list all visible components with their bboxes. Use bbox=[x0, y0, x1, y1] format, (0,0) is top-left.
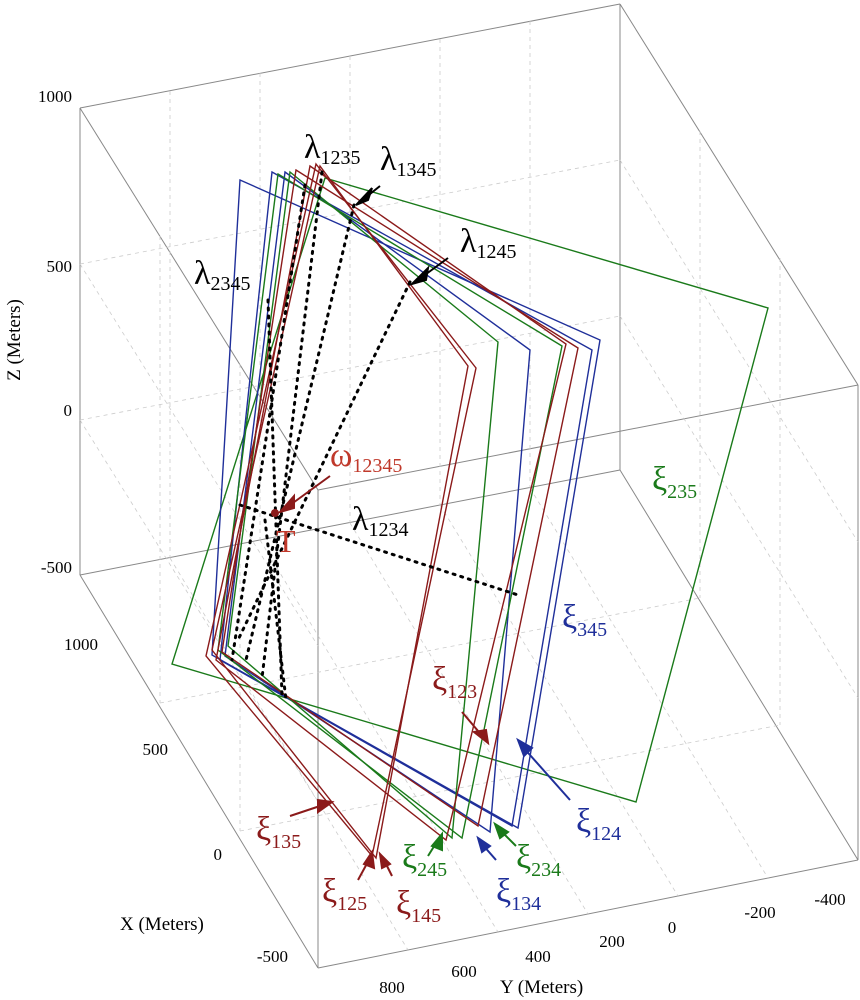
x-tick-labels: 1000 500 0 -500 bbox=[64, 635, 288, 966]
plane-xi-134 bbox=[224, 170, 531, 834]
arrow-head bbox=[408, 265, 430, 287]
grid-line bbox=[79, 419, 319, 803]
x-tick: 500 bbox=[143, 740, 169, 759]
grid-line bbox=[349, 522, 589, 915]
z-axis-label: Z (Meters) bbox=[4, 299, 25, 381]
arrow-head bbox=[430, 831, 443, 852]
line-lambda-1245 bbox=[236, 280, 412, 642]
grid-line bbox=[79, 263, 319, 647]
y-axis-label: Y (Meters) bbox=[500, 977, 583, 998]
grid-lines bbox=[79, 21, 859, 951]
label-xi-245: ξ245 bbox=[402, 839, 447, 881]
arrow-head bbox=[516, 737, 534, 758]
x-tick: -500 bbox=[257, 947, 288, 966]
box-edge bbox=[619, 3, 859, 386]
label-xi-124: ξ124 bbox=[576, 803, 621, 845]
z-tick: 500 bbox=[47, 257, 73, 276]
label-point-t: T bbox=[276, 523, 296, 559]
y-tick: 0 bbox=[668, 918, 677, 937]
grid-line bbox=[159, 597, 701, 704]
plane-xi-145 bbox=[215, 164, 567, 842]
plane-xi-123 bbox=[221, 168, 579, 828]
label-xi-134: ξ134 bbox=[496, 873, 541, 915]
arrow-head bbox=[355, 187, 373, 206]
label-xi-234: ξ234 bbox=[516, 839, 561, 881]
grid-line bbox=[239, 724, 781, 832]
line-lambda-1235 bbox=[260, 170, 324, 680]
bounding-box bbox=[79, 3, 859, 969]
box-edge bbox=[79, 574, 319, 969]
z-tick: -500 bbox=[41, 558, 72, 577]
z-tick-labels: 1000 500 0 -500 bbox=[38, 87, 72, 577]
z-tick: 0 bbox=[64, 401, 73, 420]
arrow-head bbox=[476, 835, 492, 854]
line-lambda-1234 bbox=[238, 503, 520, 597]
grid-line bbox=[259, 539, 499, 933]
label-xi-145: ξ145 bbox=[396, 885, 441, 927]
y-tick: 600 bbox=[451, 962, 477, 981]
line-lambda-2345 bbox=[266, 298, 284, 697]
label-xi-235: ξ235 bbox=[652, 461, 697, 503]
label-xi-125: ξ125 bbox=[322, 873, 367, 915]
line-misc-a bbox=[230, 183, 307, 662]
box-edge bbox=[619, 469, 859, 861]
y-tick: 400 bbox=[525, 947, 551, 966]
line-lambda-1345 bbox=[244, 203, 356, 662]
annotation-arrows bbox=[277, 185, 571, 881]
label-lambda-1235: λ1235 bbox=[304, 129, 361, 169]
plane-xi-245 bbox=[217, 172, 563, 840]
box-edge bbox=[317, 384, 859, 491]
label-lambda-1345: λ1345 bbox=[380, 141, 437, 181]
point-t-marker bbox=[271, 509, 279, 517]
box-edge bbox=[79, 107, 319, 491]
arrow-head bbox=[362, 849, 376, 870]
label-omega-12345: ω12345 bbox=[330, 437, 402, 477]
arrow-head bbox=[471, 728, 490, 746]
grid-line bbox=[619, 159, 859, 543]
planes bbox=[171, 162, 769, 860]
y-tick-labels: 800 600 400 200 0 -200 -400 bbox=[379, 890, 845, 997]
line-misc-b bbox=[263, 518, 288, 702]
y-tick: -200 bbox=[744, 903, 775, 922]
arrow-head bbox=[493, 821, 510, 840]
arrow-head bbox=[277, 493, 295, 514]
x-axis-label: X (Meters) bbox=[120, 914, 204, 935]
arrow-head bbox=[378, 851, 392, 870]
intersection-lines bbox=[230, 170, 520, 702]
grid-line bbox=[619, 315, 859, 699]
label-lambda-2345: λ2345 bbox=[194, 255, 251, 295]
arrow-xi-124 bbox=[521, 745, 571, 801]
plane-xi-345 bbox=[211, 178, 601, 830]
x-tick: 0 bbox=[214, 845, 223, 864]
y-tick: 200 bbox=[599, 932, 625, 951]
label-xi-135: ξ135 bbox=[256, 811, 301, 853]
arrow-head bbox=[317, 798, 335, 814]
z-tick: 1000 bbox=[38, 87, 72, 106]
label-lambda-1234: λ1234 bbox=[352, 501, 409, 541]
x-tick: 1000 bbox=[64, 635, 98, 654]
y-tick: 800 bbox=[379, 978, 405, 997]
label-lambda-1245: λ1245 bbox=[460, 223, 517, 263]
label-xi-345: ξ345 bbox=[562, 599, 607, 641]
plane-xi-235 bbox=[171, 177, 769, 803]
label-xi-123: ξ123 bbox=[432, 661, 477, 703]
y-tick: -400 bbox=[814, 890, 845, 909]
